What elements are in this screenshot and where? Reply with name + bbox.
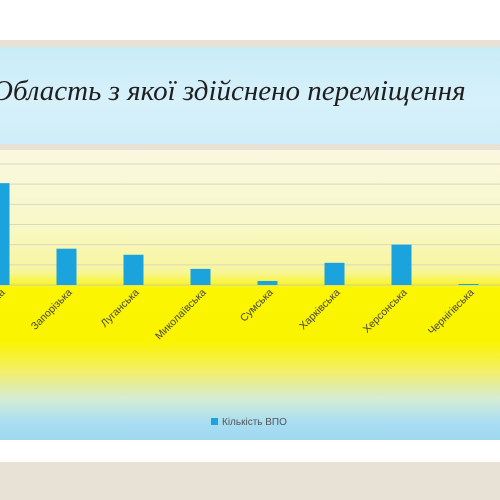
title-panel: Область з якої здійснено переміщення [0, 47, 500, 144]
legend-label: Кількість ВПО [222, 417, 287, 428]
x-tick-label: Луганська [99, 287, 142, 330]
chart-panel: Донецька Запорізька Луганська Миколаївська С… [0, 150, 500, 440]
bar-3 [190, 268, 211, 285]
x-tick-label: Харківська [297, 287, 343, 333]
slide-top-band [0, 0, 500, 40]
bar-6 [391, 244, 412, 285]
bar-4 [257, 280, 278, 285]
bar-0 [0, 183, 10, 285]
bar-7 [458, 283, 479, 285]
legend-swatch [211, 418, 218, 425]
x-tick-label: Запорізька [29, 287, 75, 333]
x-tick-label: Чернігівська [426, 287, 477, 338]
slide-title: Область з якої здійснено переміщення [0, 75, 466, 107]
x-tick-label: Сумська [238, 287, 276, 325]
bar-chart: Донецька Запорізька Луганська Миколаївська С… [0, 163, 500, 428]
x-tick-label: Донецька [0, 287, 8, 329]
x-tick-label: Миколаївська [153, 287, 209, 343]
bar-5 [324, 262, 345, 285]
bar-2 [123, 254, 144, 285]
bar-1 [56, 248, 77, 285]
slide-bottom-band [0, 440, 500, 462]
x-tick-label: Херсонська [361, 287, 410, 336]
